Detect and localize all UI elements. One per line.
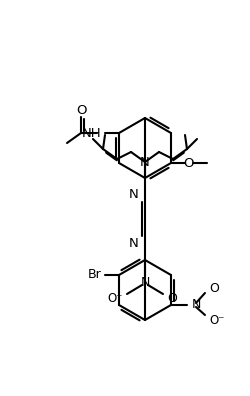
Text: N: N [140,156,150,169]
Text: O⁻: O⁻ [209,314,224,326]
Text: N: N [140,276,150,289]
Text: O⁻: O⁻ [108,293,123,305]
Text: NH: NH [82,126,101,139]
Text: N: N [128,188,138,201]
Text: Br: Br [87,268,101,282]
Text: N: N [128,237,138,250]
Text: O: O [184,156,194,169]
Text: O: O [167,293,177,305]
Text: O: O [209,282,219,295]
Text: N: N [192,299,201,312]
Text: O: O [76,103,86,116]
